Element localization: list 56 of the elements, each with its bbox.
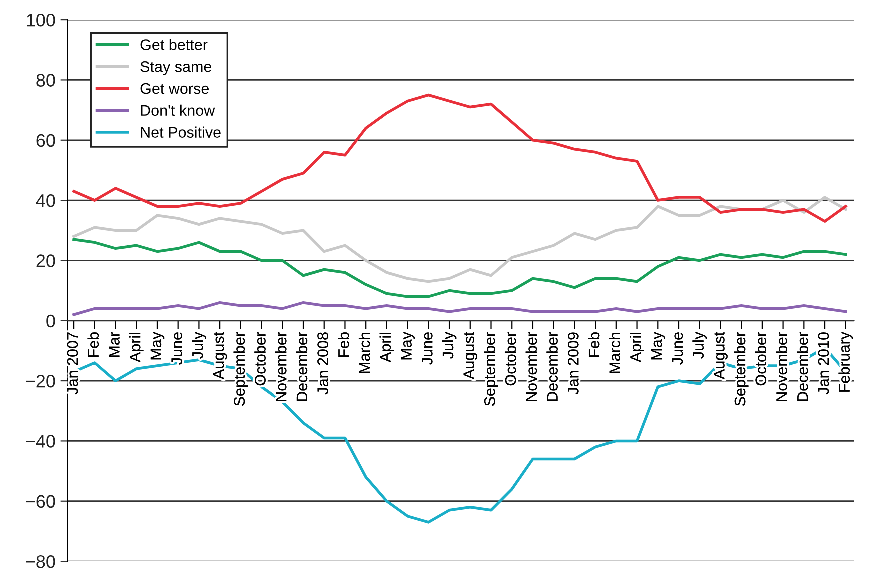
- y-tick-label: −60: [26, 495, 56, 508]
- x-tick-label: October: [254, 332, 266, 386]
- x-tick-label: May: [401, 332, 415, 360]
- x-tick-label: February: [838, 332, 854, 392]
- y-tick-label: −40: [26, 435, 56, 448]
- x-tick-label: Jan 2009: [568, 332, 579, 395]
- x-tick-label: Jan 2008: [318, 332, 328, 395]
- x-tick-label: November: [276, 332, 287, 402]
- x-tick-label: December: [296, 332, 308, 402]
- line-series: [72, 301, 848, 316]
- x-tick-label: Feb: [338, 332, 350, 358]
- x-tick-label: December: [797, 332, 808, 402]
- x-tick-label: March: [609, 332, 621, 374]
- y-tick-label: −80: [26, 555, 56, 568]
- line-series: [72, 238, 848, 298]
- x-tick-label: April: [380, 333, 394, 363]
- x-tick-label: July: [442, 332, 457, 359]
- line-series: [72, 196, 848, 284]
- x-tick-label: Feb: [88, 332, 99, 358]
- x-tick-label: August: [714, 332, 728, 380]
- y-tick-label: 80: [36, 74, 56, 87]
- y-tick-label: 0: [46, 314, 56, 328]
- x-tick-label: October: [755, 332, 767, 386]
- x-tick-label: September: [734, 332, 749, 406]
- x-tick-label: Mar: [109, 332, 120, 358]
- x-tick-label: June: [172, 332, 182, 365]
- x-tick-label: November: [776, 332, 788, 402]
- x-tick-label: May: [150, 332, 165, 360]
- x-tick-label: September: [234, 332, 248, 406]
- x-tick-label: October: [504, 332, 516, 386]
- x-tick-label: August: [464, 332, 478, 380]
- x-tick-label: June: [672, 332, 684, 365]
- x-tick-label: May: [652, 332, 666, 360]
- x-tick-label: April: [130, 333, 144, 363]
- x-tick-label: June: [422, 332, 433, 365]
- x-tick-label: April: [630, 333, 644, 363]
- y-tick-label: 100: [27, 14, 56, 27]
- x-tick-label: July: [692, 332, 707, 359]
- x-tick-label: March: [358, 332, 370, 374]
- x-tick-label: September: [484, 332, 498, 406]
- x-tick-label: Jan 2010: [818, 332, 830, 395]
- x-tick-label: December: [546, 332, 558, 402]
- legend-label: Don't know: [141, 104, 216, 116]
- x-tick-label: November: [526, 332, 538, 402]
- y-tick-label: 20: [36, 254, 56, 268]
- legend-label: Net Positive: [141, 126, 221, 138]
- x-tick-label: July: [192, 332, 206, 359]
- y-tick-label: −20: [26, 374, 56, 388]
- legend-label: Stay same: [140, 62, 212, 76]
- legend-label: Get better: [140, 39, 208, 50]
- y-tick-label: 60: [36, 134, 56, 148]
- legend-label: Get worse: [140, 83, 209, 94]
- y-tick-label: 40: [36, 194, 56, 208]
- line-series: [72, 94, 848, 223]
- x-tick-label: Feb: [588, 332, 600, 358]
- x-tick-label: August: [214, 332, 228, 380]
